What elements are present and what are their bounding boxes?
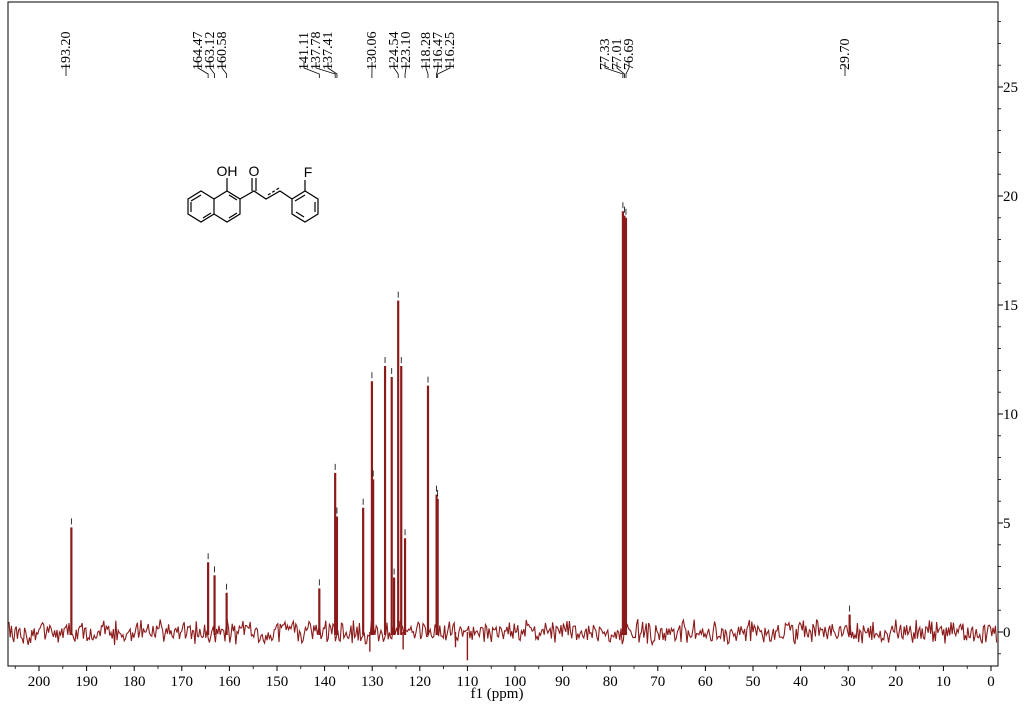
peak-label: 141.11	[297, 32, 312, 70]
x-tick-label: 100	[504, 674, 527, 690]
peak-label-connector	[625, 62, 630, 78]
x-tick-label: 0	[987, 674, 995, 690]
peak-label: 160.58	[215, 32, 230, 71]
plot-frame	[7, 1, 999, 667]
hydroxyl-label: OH	[217, 163, 238, 179]
peak-label: 137.78	[309, 32, 324, 71]
x-tick-label: 130	[361, 674, 384, 690]
carbonyl-oxygen-label: O	[249, 163, 260, 179]
x-tick-label: 150	[266, 674, 289, 690]
y-tick-label: 25	[1003, 80, 1018, 96]
peak-label: 164.47	[191, 32, 206, 71]
y-axis: 0 5 10 15 20 25	[998, 21, 1018, 655]
y-tick-label: 15	[1003, 298, 1018, 314]
x-tick-label: 60	[698, 674, 713, 690]
x-tick-label: 110	[456, 674, 478, 690]
y-tick-label: 0	[1003, 625, 1011, 641]
x-tick-label: 140	[313, 674, 336, 690]
x-tick-label: 50	[746, 674, 761, 690]
x-tick-label: 80	[603, 674, 618, 690]
peak-label: 193.20	[59, 32, 74, 71]
peak-label-connector	[197, 62, 209, 78]
x-tick-label: 70	[650, 674, 665, 690]
y-tick-label: 5	[1003, 516, 1011, 532]
x-axis: 200 190 180 170 160 150 140 130 120 110 100 90 80 70 6…	[14, 666, 995, 690]
x-axis-title: f1 (ppm)	[471, 686, 524, 702]
peak-label-connector	[303, 62, 320, 78]
y-tick-label: 20	[1003, 189, 1018, 205]
peak-label-connector	[404, 62, 407, 78]
x-tick-label: 180	[123, 674, 146, 690]
x-tick-label: 10	[936, 674, 951, 690]
peak-label: 77.33	[598, 39, 613, 71]
peak-label: 118.28	[419, 32, 434, 70]
peak-label-connector	[393, 62, 399, 78]
spectrum-trace	[8, 618, 998, 661]
peak-label-connector	[327, 62, 338, 78]
peak-label: 76.69	[622, 39, 637, 71]
baseline-noise	[8, 618, 998, 647]
peak-label-connector	[209, 62, 215, 78]
peak-label: 77.01	[610, 39, 625, 71]
peak-label: 116.25	[443, 32, 458, 70]
peak-label: 29.70	[838, 39, 853, 71]
x-tick-label: 90	[555, 674, 570, 690]
peak-label-connector	[604, 62, 624, 78]
x-tick-label: 40	[793, 674, 808, 690]
peak-label: 163.12	[203, 32, 218, 71]
fluorine-label: F	[304, 164, 313, 180]
y-tick-label: 10	[1003, 407, 1018, 423]
peak-label: 123.10	[399, 32, 414, 71]
x-tick-label: 20	[888, 674, 903, 690]
x-tick-label: 120	[409, 674, 432, 690]
peak-label-connector	[315, 62, 336, 78]
peak-label-connector	[425, 62, 429, 78]
peak-label: 130.06	[365, 32, 380, 71]
peaks-layer	[70, 202, 851, 635]
peak-label-connector	[436, 62, 439, 78]
peak-label: 124.54	[387, 32, 402, 71]
peak-label-connector	[221, 62, 228, 78]
molecular-structure	[187, 178, 319, 223]
x-tick-label: 30	[841, 674, 856, 690]
x-tick-label: 190	[75, 674, 98, 690]
x-tick-label: 200	[28, 674, 51, 690]
peak-label-connector	[616, 62, 625, 78]
x-tick-label: 160	[218, 674, 241, 690]
x-tick-label: 170	[171, 674, 194, 690]
peak-label: 116.47	[431, 32, 446, 70]
peak-label: 137.41	[321, 32, 336, 71]
peak-label-connector	[437, 62, 451, 78]
